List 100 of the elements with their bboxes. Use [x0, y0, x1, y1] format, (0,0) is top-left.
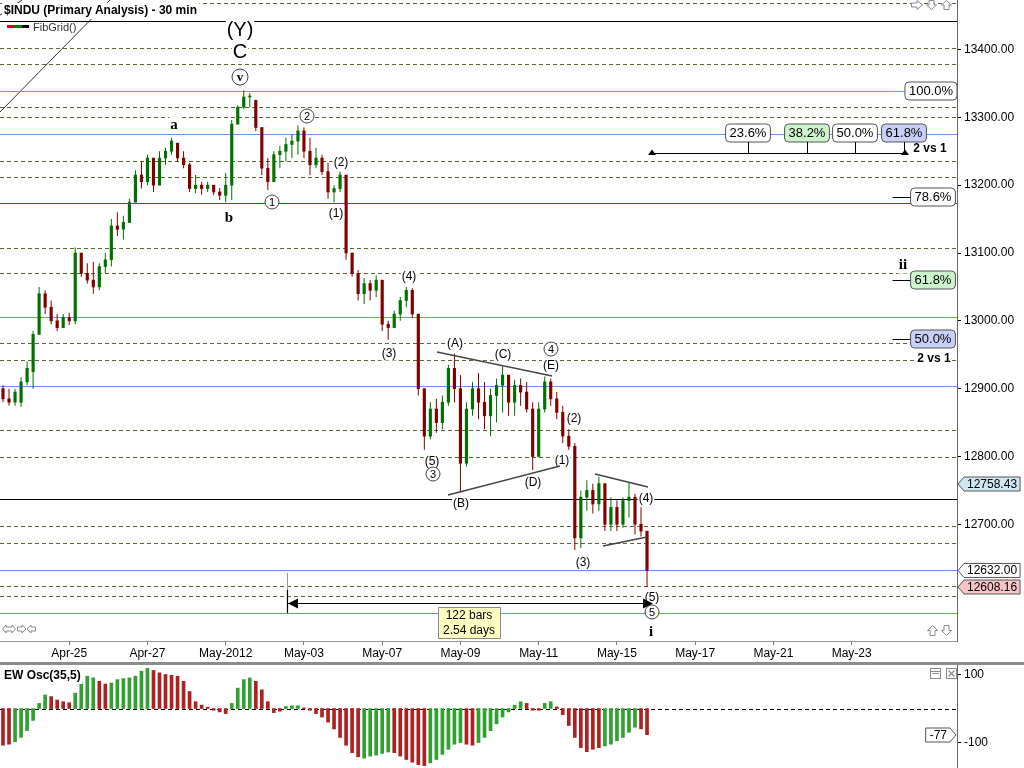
bar — [229, 703, 234, 709]
annotation: (2) — [333, 154, 349, 169]
bar — [597, 708, 601, 748]
annotation: (1) — [554, 452, 570, 467]
bar — [368, 708, 372, 757]
bar — [85, 675, 90, 709]
bar — [542, 703, 547, 709]
bar — [253, 680, 258, 709]
annotation: 122 bars — [445, 607, 493, 622]
bar — [211, 708, 216, 711]
annotation: 50.0% — [836, 125, 874, 141]
annotation: (1) — [328, 205, 344, 220]
bar — [266, 701, 270, 709]
annotation: i — [648, 623, 654, 640]
x-tick-label: May-11 — [519, 645, 559, 660]
bar — [374, 708, 379, 756]
bar — [332, 708, 336, 730]
y-tick-label: 12700.00 — [964, 516, 1015, 531]
bar — [615, 708, 619, 742]
bar — [73, 692, 78, 709]
annotation: 1 — [268, 195, 276, 208]
bar — [633, 708, 637, 728]
annotation: b — [224, 209, 234, 226]
annotation: 2.54 days — [442, 622, 496, 637]
y-tick-label: 13200.00 — [964, 177, 1015, 192]
bar — [639, 708, 643, 730]
annotation: -77 — [929, 727, 948, 742]
annotation: (D) — [524, 474, 542, 489]
annotation: C — [232, 40, 248, 63]
x-tick-label: Apr-25 — [51, 645, 88, 660]
chart-title: EW Osc(35,5) — [4, 668, 81, 683]
annotation: (3) — [575, 554, 591, 569]
bar — [609, 708, 613, 745]
bar — [627, 708, 631, 733]
bar — [392, 708, 397, 754]
bar — [548, 701, 553, 709]
bar — [290, 705, 294, 709]
bar — [566, 708, 571, 726]
annotation: v — [236, 68, 244, 84]
annotation: 100.0% — [908, 83, 954, 99]
annotation: 38.2% — [788, 125, 826, 141]
bar — [404, 708, 409, 760]
bar — [278, 708, 282, 712]
bar — [591, 708, 595, 750]
bar — [326, 708, 330, 723]
bar — [308, 708, 312, 711]
annotation: (E) — [543, 357, 559, 372]
bar — [416, 708, 421, 765]
bar — [43, 694, 47, 709]
x-tick-label: May-2012 — [199, 645, 253, 660]
bar — [530, 708, 535, 711]
bar — [67, 702, 72, 709]
bar — [380, 708, 385, 754]
x-tick-label: May-09 — [440, 645, 481, 660]
bar — [320, 708, 324, 718]
bar — [398, 708, 403, 757]
x-tick-label: May-23 — [831, 645, 872, 660]
annotation: 4 — [547, 342, 555, 355]
bar — [223, 708, 228, 714]
x-tick-label: May-07 — [362, 645, 403, 660]
y-tick-label: 13100.00 — [964, 245, 1015, 260]
bar — [91, 677, 96, 709]
bar — [560, 708, 565, 715]
annotation: (4) — [401, 268, 417, 283]
chart-title: $INDU (Primary Analysis) - 30 min — [4, 3, 197, 18]
annotation: 23.6% — [729, 125, 767, 141]
ref-line-label: 12632.00 — [967, 563, 1018, 578]
annotation: (A) — [447, 335, 463, 350]
text: 12608.16 — [967, 579, 1018, 594]
y-tick-label: 13000.00 — [964, 313, 1015, 328]
annotation: FibGrid() — [33, 20, 77, 33]
bar — [25, 708, 29, 731]
annotation: 78.6% — [914, 189, 952, 205]
x-tick-label: Apr-27 — [129, 645, 166, 660]
bar — [386, 708, 391, 753]
bar — [247, 677, 252, 709]
y-tick-label: 13300.00 — [964, 109, 1015, 124]
bar — [585, 708, 589, 753]
text: 12758.43 — [967, 476, 1018, 491]
bar — [31, 708, 35, 721]
bar — [13, 708, 17, 743]
annotation: 5 — [648, 605, 656, 618]
bar — [272, 708, 276, 713]
annotation: ii — [898, 256, 908, 273]
annotation: (5) — [424, 453, 440, 468]
bar — [362, 708, 366, 759]
x-tick-label: May-15 — [596, 645, 638, 660]
annotation: (2) — [566, 410, 582, 425]
bar — [97, 680, 102, 709]
annotation: 3 — [429, 467, 437, 480]
bar — [410, 708, 415, 763]
annotation: (3) — [381, 345, 397, 360]
bar — [603, 708, 607, 747]
bar — [61, 701, 66, 709]
bar — [1, 708, 5, 746]
y-tick-label: 12900.00 — [964, 380, 1015, 395]
annotation: a — [170, 116, 179, 133]
annotation: 61.8% — [914, 272, 952, 288]
bar — [284, 706, 288, 709]
y-tick-label: 100 — [964, 666, 985, 681]
